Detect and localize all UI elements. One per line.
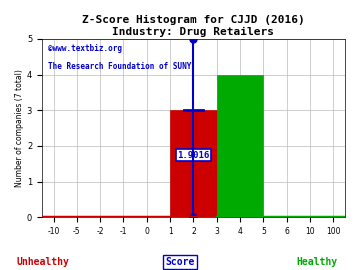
Text: ©www.textbiz.org: ©www.textbiz.org <box>48 44 122 53</box>
Bar <box>217 75 264 217</box>
Title: Z-Score Histogram for CJJD (2016)
Industry: Drug Retailers: Z-Score Histogram for CJJD (2016) Indust… <box>82 15 305 37</box>
Text: Unhealthy: Unhealthy <box>17 257 69 267</box>
Bar <box>170 110 217 217</box>
Text: Score: Score <box>165 257 195 267</box>
Text: 1.9016: 1.9016 <box>177 151 210 160</box>
Text: The Research Foundation of SUNY: The Research Foundation of SUNY <box>48 62 191 71</box>
Y-axis label: Number of companies (7 total): Number of companies (7 total) <box>15 69 24 187</box>
Text: Healthy: Healthy <box>296 257 337 267</box>
